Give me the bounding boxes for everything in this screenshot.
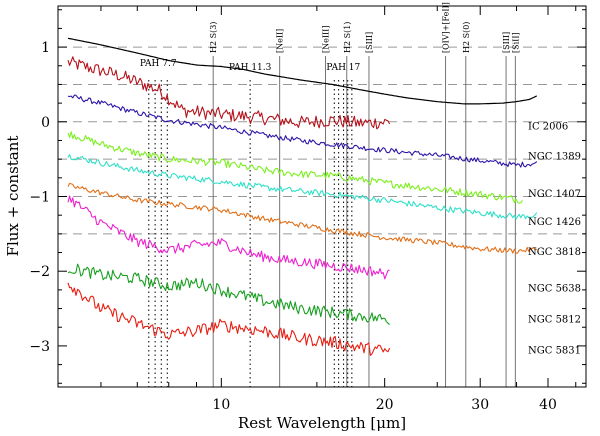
emission-line-label: [OIV]+[FeII]: [442, 2, 451, 53]
emission-line-label: H2 S(1): [343, 22, 352, 53]
emission-line-label: [NeIII]: [322, 26, 331, 53]
emission-line-label: [SIII]: [502, 32, 511, 53]
emission-line-label: H2 S(3): [209, 22, 218, 53]
emission-line-markers: H2 S(3) [NeII] [NeIII] H2 S(1) [SIII] [OIV]+[…: [209, 2, 520, 387]
series-label: NGC 3818: [528, 247, 581, 258]
series-label: NGC 5638: [528, 284, 581, 295]
y-tick-label: −3: [29, 339, 50, 355]
x-tick-label: 20: [376, 397, 394, 413]
spectrum-line: [67, 263, 390, 326]
emission-line-label: [SiII]: [511, 32, 520, 53]
y-tick-label: 1: [41, 40, 50, 56]
pah-feature-label: PAH 17: [326, 63, 360, 73]
dashed-reference-lines: [58, 46, 586, 235]
spectrum-line: [67, 37, 538, 105]
x-tick-label: 10: [212, 397, 230, 413]
y-tick-label: 0: [41, 115, 50, 131]
spectrum-line: [67, 154, 538, 220]
series-label: NGC 1426: [528, 217, 581, 228]
pah-feature-label: PAH 7.7: [140, 59, 177, 69]
series-labels: IC 2006 NGC 1389 NGC 1407 NGC 1426 NGC 3818 N…: [528, 122, 581, 357]
y-axis-title: Flux + constant: [4, 136, 22, 257]
x-axis-title: Rest Wavelength [μm]: [238, 414, 406, 432]
spectrum-line: [67, 131, 523, 204]
series-label: NGC 1407: [528, 189, 581, 200]
series-label: IC 2006: [528, 122, 568, 133]
y-tick-label: −2: [29, 264, 50, 280]
x-tick-label: 30: [471, 397, 489, 413]
spectrum-line: [67, 195, 390, 280]
y-tick-label: −1: [29, 190, 50, 206]
series-label: NGC 5831: [528, 346, 581, 357]
pah-feature-label: PAH 11.3: [229, 63, 272, 73]
series-label: NGC 5812: [528, 314, 581, 325]
series-label: NGC 1389: [528, 151, 581, 162]
spectrum-line: [67, 282, 391, 356]
emission-line-label: [NeII]: [276, 29, 285, 53]
emission-line-label: H2 S(0): [462, 22, 471, 53]
spectrum-line: [67, 56, 391, 130]
pah-feature-markers: PAH 7.7 PAH 11.3 PAH 17: [140, 59, 361, 387]
spectrum-line: [67, 182, 538, 254]
spectrum-line: [67, 94, 538, 168]
spectra-series: [67, 37, 538, 356]
emission-line-label: [SIII]: [365, 32, 374, 53]
x-tick-label: 40: [539, 397, 557, 413]
